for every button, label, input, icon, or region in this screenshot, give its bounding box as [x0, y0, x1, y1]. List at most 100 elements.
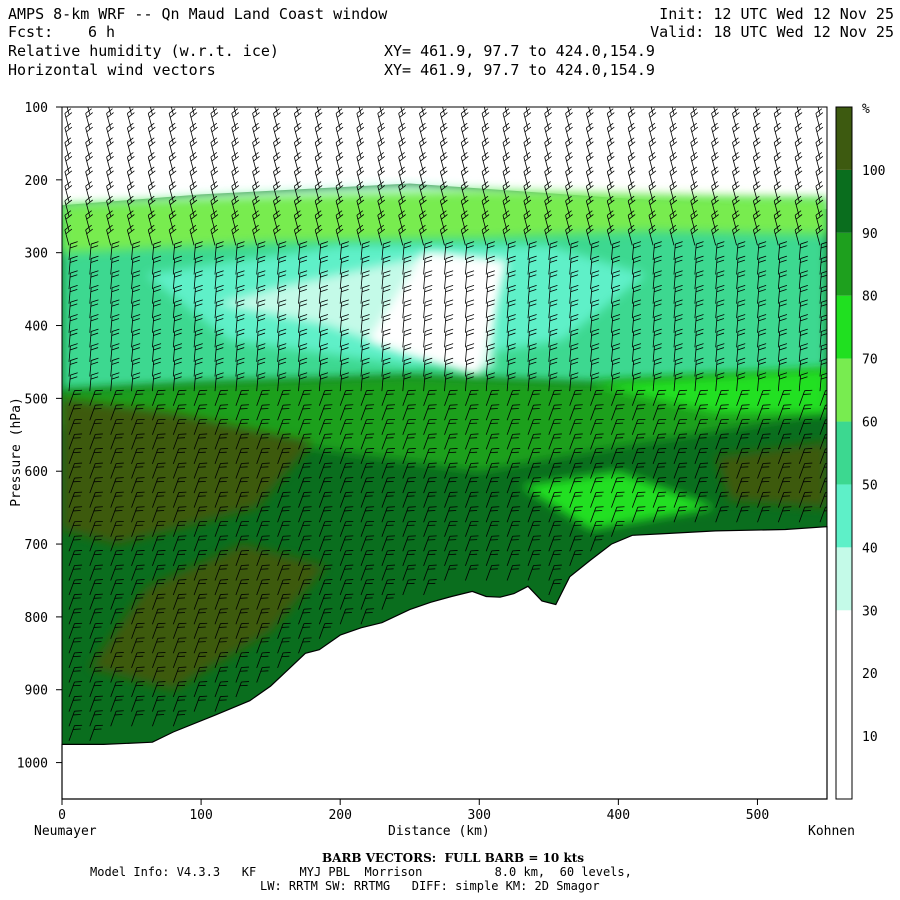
wind-barb	[360, 462, 375, 479]
wind-barb	[360, 255, 370, 275]
wind-barb	[235, 550, 249, 567]
wind-barb	[757, 462, 771, 479]
wind-barb	[506, 285, 516, 304]
wind-barb	[590, 343, 600, 362]
wind-barb	[298, 593, 312, 610]
wind-barb	[68, 593, 83, 610]
wind-barb	[335, 166, 344, 188]
wind-barb	[298, 343, 308, 362]
wind-barb	[506, 404, 521, 421]
wind-barb	[193, 241, 203, 261]
wind-barb	[335, 108, 344, 130]
wind-barb	[277, 637, 291, 654]
wind-barb	[106, 137, 114, 159]
wind-barb	[569, 491, 583, 508]
wind-barb	[126, 195, 135, 217]
wind-barb	[339, 564, 354, 581]
wind-barb	[819, 241, 827, 261]
wind-barb	[444, 285, 454, 304]
wind-barb	[402, 372, 412, 392]
wind-barb	[485, 299, 495, 319]
wind-barb	[189, 195, 198, 217]
wind-barb	[231, 122, 240, 144]
wind-barb	[444, 314, 454, 333]
wind-barb	[131, 593, 145, 610]
wind-barb	[193, 695, 208, 712]
wind-barb	[565, 108, 573, 130]
wind-barb	[631, 299, 642, 319]
wind-barb	[673, 241, 683, 261]
colorbar-label: 80	[862, 290, 878, 305]
wind-barb	[527, 477, 542, 494]
wind-barb	[444, 328, 454, 348]
wind-barb	[68, 622, 83, 639]
wind-barb	[736, 491, 750, 508]
wind-barb	[423, 372, 433, 392]
wind-barb	[736, 389, 750, 406]
wind-barb	[193, 255, 203, 275]
wind-barb	[298, 372, 308, 392]
wind-barb	[277, 241, 287, 261]
wind-barb	[339, 448, 354, 465]
wind-barb	[527, 389, 542, 406]
wind-barb	[131, 652, 145, 669]
wind-barb	[485, 389, 500, 406]
wind-barb	[85, 108, 93, 130]
wind-barb	[606, 122, 615, 144]
wind-barb	[298, 579, 312, 596]
wind-barb	[381, 404, 395, 421]
wind-barb	[465, 550, 479, 567]
wind-barb	[419, 152, 427, 173]
wind-barb	[381, 535, 395, 552]
wind-barb	[106, 210, 114, 231]
wind-barb	[569, 535, 583, 552]
wind-barb	[64, 195, 73, 217]
wind-barb	[131, 418, 145, 435]
wind-barb	[715, 314, 725, 333]
wind-barb	[68, 564, 83, 581]
wind-barb	[548, 506, 562, 523]
wind-barb	[68, 433, 83, 450]
wind-barb	[381, 579, 395, 596]
wind-barb	[318, 462, 333, 479]
wind-barb	[590, 372, 600, 392]
wind-barb	[402, 357, 412, 377]
wind-barb	[444, 270, 454, 290]
wind-barb	[293, 137, 302, 159]
wind-barb	[423, 241, 433, 261]
wind-barb	[506, 564, 521, 581]
wind-barb	[277, 593, 291, 610]
wind-barb	[777, 314, 788, 333]
wind-barb	[126, 181, 135, 202]
wind-barb	[502, 152, 511, 173]
wind-barb	[569, 550, 583, 567]
wind-barb	[611, 357, 621, 377]
wind-barb	[235, 372, 245, 392]
wind-barb	[465, 299, 475, 319]
wind-barb	[444, 241, 454, 261]
wind-barb	[298, 462, 312, 479]
wind-barb	[235, 328, 245, 348]
wind-barb	[318, 550, 333, 567]
forecast-hours: 6 h	[88, 23, 116, 41]
wind-barb	[465, 520, 479, 537]
wind-barb	[235, 681, 249, 698]
wind-barb	[335, 107, 341, 115]
wind-barb	[715, 418, 729, 435]
wind-barb	[318, 255, 329, 275]
wind-barb	[360, 535, 375, 552]
wind-barb	[360, 404, 375, 421]
wind-barb	[335, 210, 344, 231]
colorbar-label: 10	[862, 730, 878, 745]
wind-barb	[277, 550, 291, 567]
wind-barb	[398, 224, 406, 246]
wind-barb	[652, 462, 667, 479]
wind-barb	[152, 462, 166, 479]
wind-barb	[381, 299, 391, 319]
wind-barb	[402, 477, 416, 494]
wind-barb	[485, 372, 495, 392]
wind-barb	[381, 241, 391, 261]
wind-barb	[402, 520, 416, 537]
wind-barb	[419, 137, 427, 159]
wind-barb	[777, 506, 792, 523]
